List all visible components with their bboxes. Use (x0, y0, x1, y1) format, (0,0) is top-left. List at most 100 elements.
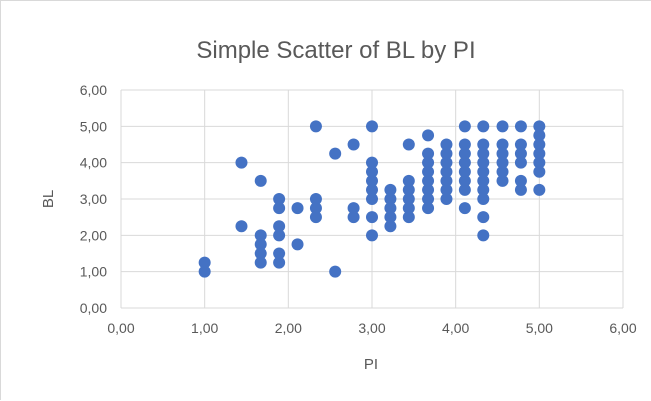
x-tick-label: 5,00 (526, 320, 553, 336)
data-point (366, 193, 378, 205)
y-tick-label: 2,00 (80, 227, 107, 243)
data-point (291, 238, 304, 251)
y-axis-label: BL (40, 190, 57, 208)
chart-title: Simple Scatter of BL by PI (196, 37, 475, 64)
data-point (458, 183, 471, 196)
data-point (422, 174, 435, 187)
data-point (254, 229, 267, 242)
data-point (533, 156, 546, 169)
data-point (254, 238, 267, 251)
data-points (198, 120, 546, 278)
data-point (347, 138, 360, 151)
data-point (198, 265, 211, 278)
data-point (402, 183, 415, 196)
data-point (402, 193, 415, 205)
data-point (347, 211, 360, 224)
data-point (366, 211, 378, 224)
y-tick-label: 6,00 (80, 82, 107, 98)
x-tick-label: 4,00 (442, 320, 469, 336)
data-point (440, 147, 453, 160)
y-tick-labels: 0,00 1,00 2,00 3,00 4,00 5,00 6,00 (80, 82, 107, 316)
data-point (422, 156, 435, 169)
x-axis-label: PI (364, 356, 378, 373)
data-point (309, 211, 322, 224)
data-point (402, 202, 415, 215)
data-point (496, 147, 509, 160)
data-point (440, 138, 453, 151)
data-point (198, 256, 211, 269)
x-tick-label: 0,00 (107, 320, 134, 336)
data-point (514, 147, 527, 160)
data-point (309, 193, 322, 205)
data-point (384, 183, 397, 196)
x-tick-label: 6,00 (609, 320, 636, 336)
data-point (309, 120, 322, 133)
data-point (422, 202, 435, 215)
data-point (329, 265, 342, 278)
data-point (422, 165, 435, 178)
data-point (402, 174, 415, 187)
data-point (347, 202, 360, 215)
data-point (477, 147, 490, 160)
data-point (496, 174, 509, 187)
data-point (422, 193, 435, 205)
data-point (477, 120, 490, 133)
data-point (533, 120, 546, 133)
x-tick-label: 3,00 (358, 320, 385, 336)
y-tick-label: 4,00 (80, 155, 107, 171)
y-tick-label: 1,00 (80, 264, 107, 280)
data-point (366, 174, 378, 187)
data-point (533, 129, 546, 142)
data-point (422, 183, 435, 196)
data-point (366, 183, 378, 196)
data-point (458, 165, 471, 178)
data-point (384, 202, 397, 215)
data-point (514, 138, 527, 151)
data-point (273, 220, 286, 233)
y-tick-label: 3,00 (80, 191, 107, 207)
data-point (440, 183, 453, 196)
data-point (254, 247, 267, 260)
x-tick-label: 1,00 (191, 320, 218, 336)
data-point (422, 129, 435, 142)
data-point (329, 147, 342, 160)
data-point (402, 211, 415, 224)
data-point (477, 183, 490, 196)
data-point (254, 256, 267, 269)
y-tick-label: 5,00 (80, 118, 107, 134)
data-point (273, 229, 286, 242)
data-point (477, 229, 490, 242)
data-point (440, 165, 453, 178)
data-point (273, 202, 286, 215)
data-point (458, 147, 471, 160)
data-point (514, 183, 527, 196)
data-point (440, 156, 453, 169)
data-point (291, 202, 304, 215)
data-point (514, 156, 527, 169)
data-point (458, 202, 471, 215)
data-point (496, 120, 509, 133)
data-point (273, 247, 286, 260)
data-point (384, 193, 397, 205)
data-point (496, 156, 509, 169)
x-tick-labels: 0,00 1,00 2,00 3,00 4,00 5,00 6,00 (107, 320, 636, 336)
data-point (514, 174, 527, 187)
data-point (477, 174, 490, 187)
data-point (440, 174, 453, 187)
data-point (458, 174, 471, 187)
data-point (366, 120, 378, 133)
data-point (235, 220, 248, 233)
data-point (496, 165, 509, 178)
data-point (440, 193, 453, 205)
data-point (235, 156, 248, 169)
data-point (458, 156, 471, 169)
data-point (273, 193, 286, 205)
data-point (533, 183, 546, 196)
data-point (309, 202, 322, 215)
x-tick-label: 2,00 (275, 320, 302, 336)
data-point (477, 165, 490, 178)
data-point (496, 138, 509, 151)
data-point (402, 138, 415, 151)
